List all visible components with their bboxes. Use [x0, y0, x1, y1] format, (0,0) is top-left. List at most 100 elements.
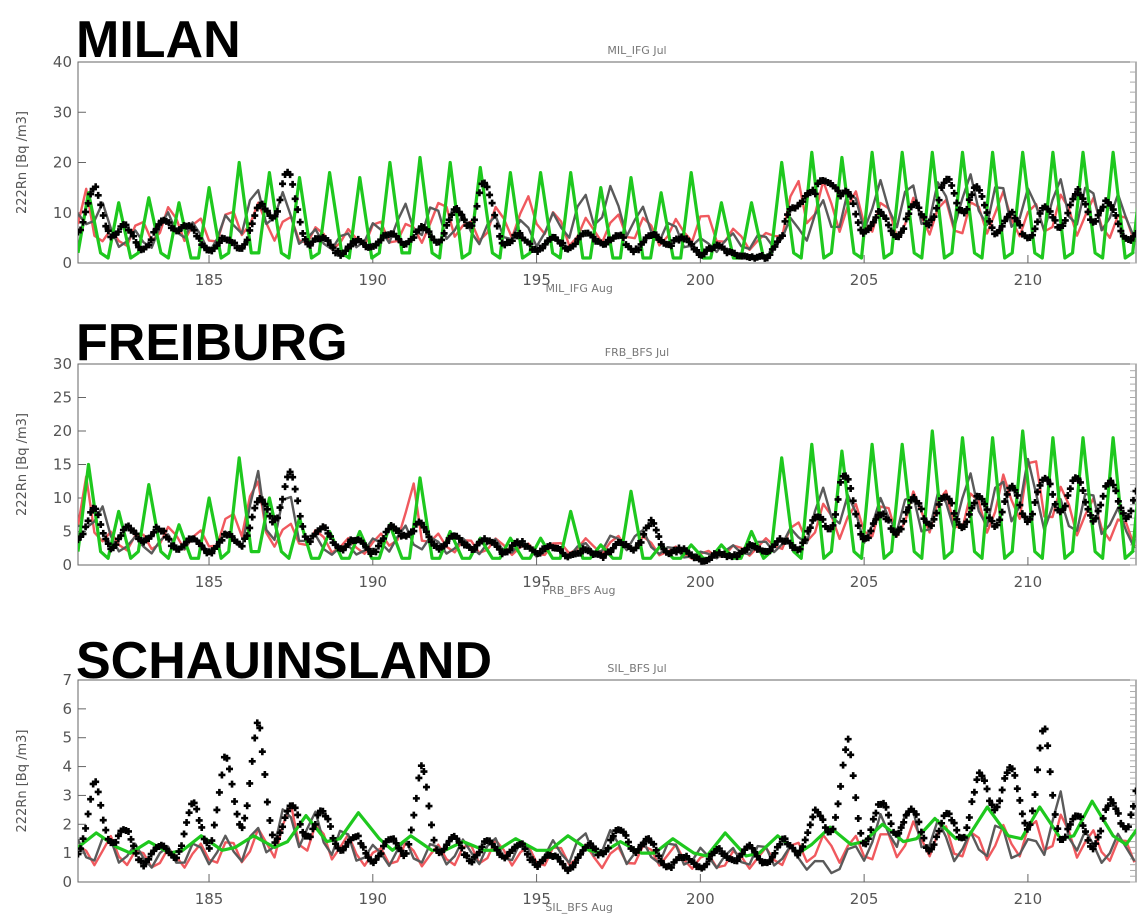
- observed-point: [253, 719, 261, 727]
- observed-point: [200, 242, 208, 250]
- observed-point: [130, 842, 138, 850]
- observed-point: [965, 813, 973, 821]
- observed-point: [405, 840, 413, 848]
- observed-point: [619, 234, 627, 242]
- observed-point: [1028, 807, 1036, 815]
- observed-point: [950, 189, 958, 197]
- observed-point: [1061, 502, 1069, 510]
- observed-point: [832, 510, 840, 518]
- y-tick-label: 5: [62, 523, 72, 541]
- observed-point: [998, 222, 1006, 230]
- observed-point: [635, 246, 643, 254]
- observed-point: [569, 863, 577, 871]
- observed-point: [276, 196, 284, 204]
- observed-point: [607, 548, 615, 556]
- observed-point: [1028, 510, 1036, 518]
- observed-point: [1044, 742, 1052, 750]
- y-tick-label: 40: [53, 53, 72, 71]
- observed-point: [953, 826, 961, 834]
- observed-point: [996, 797, 1004, 805]
- observed-point: [738, 850, 746, 858]
- observed-point: [953, 515, 961, 523]
- observed-point: [1066, 485, 1074, 493]
- plot-frame: [77, 679, 1137, 883]
- observed-point: [296, 512, 304, 520]
- observed-point: [950, 509, 958, 517]
- observed-point: [988, 517, 996, 525]
- observed-point: [518, 840, 526, 848]
- observed-point: [359, 239, 367, 247]
- observed-point: [1084, 836, 1092, 844]
- observed-point: [218, 771, 226, 779]
- observed-point: [945, 175, 953, 183]
- observed-point: [589, 233, 597, 241]
- observed-point: [885, 516, 893, 524]
- observed-point: [276, 504, 284, 512]
- observed-point: [607, 836, 615, 844]
- model-gray-series: [78, 790, 1136, 875]
- x-tick-label: 190: [358, 890, 387, 908]
- observed-point: [933, 204, 941, 212]
- y-axis-label: 222Rn [Bq /m3]: [15, 730, 30, 833]
- model-green-series: [78, 150, 1136, 260]
- y-tick-label: 10: [53, 489, 72, 507]
- observed-point: [327, 823, 335, 831]
- observed-point: [1026, 821, 1034, 829]
- observed-point: [102, 535, 110, 543]
- observed-point: [862, 840, 870, 848]
- panel-milan: 0 10 20 30 40 185 190 195 200 205 210 MIL_IFG Aug MI…: [15, 11, 1137, 295]
- observed-point: [1066, 820, 1074, 828]
- observed-point: [1079, 487, 1087, 495]
- observed-point: [882, 803, 890, 811]
- y-tick-label: 0: [62, 254, 72, 272]
- observed-point: [640, 530, 648, 538]
- observed-point: [147, 532, 155, 540]
- observed-point: [99, 212, 107, 220]
- observed-point: [271, 839, 279, 847]
- observed-point: [912, 199, 920, 207]
- panel-code-title: SIL_BFS Jul: [607, 662, 666, 675]
- observed-point: [1046, 768, 1054, 776]
- observed-point: [867, 222, 875, 230]
- observed-point: [496, 232, 504, 240]
- observed-point: [238, 542, 246, 550]
- observed-point: [965, 196, 973, 204]
- observed-point: [632, 544, 640, 552]
- observed-point: [175, 848, 183, 856]
- observed-point: [445, 216, 453, 224]
- observed-point: [902, 215, 910, 223]
- observed-point: [79, 530, 87, 538]
- observed-point: [291, 804, 299, 812]
- observed-point: [773, 238, 781, 246]
- observed-point: [715, 845, 723, 853]
- observed-point: [132, 238, 140, 246]
- y-tick-label: 3: [62, 786, 72, 804]
- observed-point: [241, 240, 249, 248]
- observed-point: [917, 828, 925, 836]
- observed-point: [1011, 771, 1019, 779]
- observed-point: [834, 495, 842, 503]
- observed-point: [844, 475, 852, 483]
- observed-point: [281, 814, 289, 822]
- observed-point: [99, 529, 107, 537]
- observed-point: [912, 810, 920, 818]
- observed-point: [324, 237, 332, 245]
- observed-point: [324, 815, 332, 823]
- observed-point: [854, 814, 862, 822]
- observed-point: [652, 846, 660, 854]
- observed-point: [215, 788, 223, 796]
- observed-point: [122, 221, 130, 229]
- observed-point: [248, 513, 256, 521]
- observed-point: [258, 200, 266, 208]
- observed-point: [440, 845, 448, 853]
- observed-point: [125, 827, 133, 835]
- observed-point: [299, 828, 307, 836]
- observed-point: [306, 538, 314, 546]
- observed-point: [960, 209, 968, 217]
- observed-point: [980, 201, 988, 209]
- observed-point: [299, 229, 307, 237]
- observed-point: [900, 818, 908, 826]
- observed-point: [996, 226, 1004, 234]
- observed-point: [1124, 513, 1132, 521]
- observed-point: [960, 833, 968, 841]
